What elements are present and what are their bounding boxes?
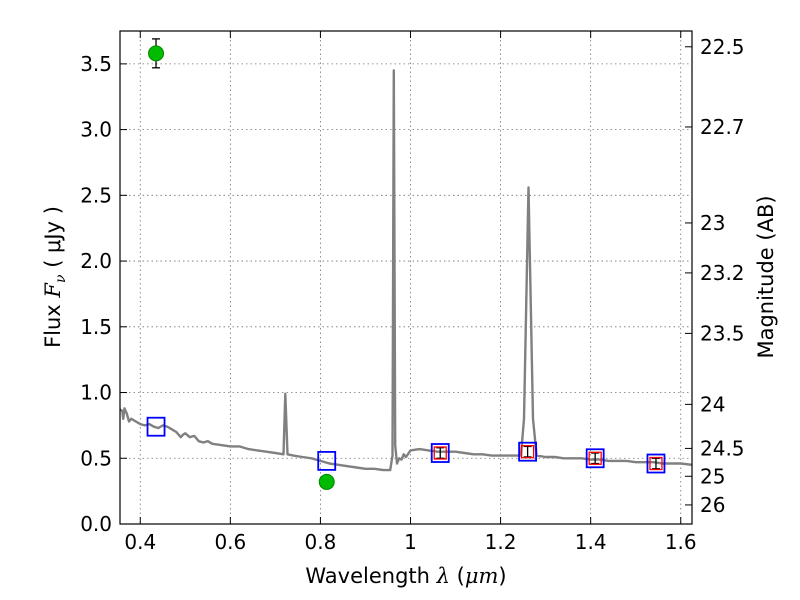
y2-tick-label: 23.5 [700, 321, 745, 345]
spectrum-layer [119, 69, 693, 472]
model-photometry-square [585, 448, 605, 469]
y-tick-label: 2.0 [80, 249, 112, 273]
y2-tick-label: 23 [700, 211, 725, 235]
x-tick-label: 1.2 [485, 530, 517, 554]
y-tick-label: 0.0 [80, 512, 112, 536]
y2-tick-label: 23.2 [700, 261, 745, 285]
y2-tick-label: 24 [700, 392, 725, 416]
y2-tick-label: 26 [700, 493, 725, 517]
model-photometry-square [146, 416, 166, 437]
detection-point [148, 45, 165, 62]
y2-tick-label: 25 [700, 464, 725, 488]
y-axis-label: Flux Fν ( μJy ) [41, 206, 69, 348]
y-tick-label: 0.5 [80, 446, 112, 470]
markers-layer [146, 38, 666, 490]
y-tick-label: 1.0 [80, 381, 112, 405]
detection-point [318, 473, 335, 490]
observed-photometry-square [433, 446, 447, 460]
y2-tick-label: 22.5 [700, 35, 745, 59]
spectrum-line [119, 69, 693, 472]
y2-tick-label: 22.7 [700, 115, 745, 139]
grid [120, 31, 692, 525]
observed-photometry-square [588, 451, 602, 465]
x-tick-label: 0.4 [124, 530, 156, 554]
model-photometry-square [430, 443, 450, 463]
y-tick-label: 3.0 [80, 118, 112, 142]
y-tick-label: 1.5 [80, 315, 112, 339]
model-photometry-square [646, 453, 666, 474]
x-tick-label: 1.6 [665, 530, 697, 554]
x-tick-label: 0.8 [305, 530, 337, 554]
y2-tick-label: 24.5 [700, 436, 745, 460]
x-axis-label: Wavelength λ (μm) [305, 564, 506, 588]
x-tick-label: 1.4 [575, 530, 607, 554]
ticks-layer: 0.4 0.6 0.8 1 1.2 1.4 1.6 0.0 0.5 1.0 1.5 2.0 2.5 3.0… [80, 31, 745, 554]
y2-axis-label: Magnitude (AB) [754, 195, 778, 358]
y-tick-label: 3.5 [80, 52, 112, 76]
observed-photometry-square [520, 445, 535, 459]
x-tick-label: 0.6 [214, 530, 246, 554]
observed-photometry-square [649, 456, 663, 471]
y-tick-label: 2.5 [80, 183, 112, 207]
model-photometry-square [518, 441, 538, 462]
x-tick-label: 1 [404, 530, 417, 554]
model-photometry-square [317, 450, 337, 471]
plot-frame [119, 30, 693, 525]
